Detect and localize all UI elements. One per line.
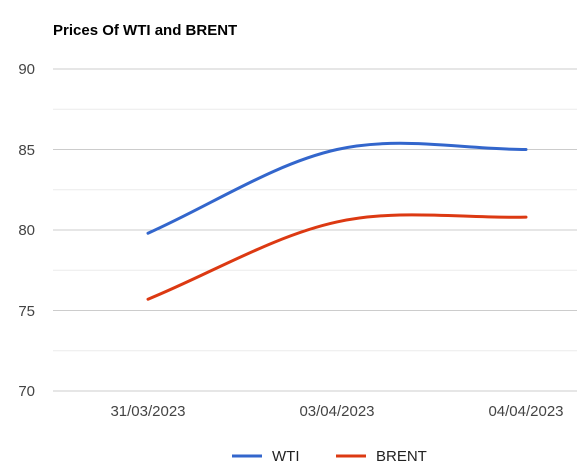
y-axis-labels: 90 85 80 75 70 [18, 61, 35, 400]
minor-gridlines [53, 108, 577, 352]
x-tick-label-04-04-2023: 04/04/2023 [488, 403, 563, 420]
y-tick-label-70: 70 [18, 383, 35, 400]
series-line-brent [146, 213, 528, 301]
legend: WTI BRENT [232, 448, 427, 465]
major-gridlines [53, 68, 577, 392]
x-tick-label-03-04-2023: 03/04/2023 [299, 403, 374, 420]
legend-label-wti: WTI [272, 448, 300, 465]
x-tick-label-31-03-2023: 31/03/2023 [110, 403, 185, 420]
y-tick-label-90: 90 [18, 61, 35, 78]
x-axis-labels: 31/03/2023 03/04/2023 04/04/2023 [110, 403, 563, 420]
legend-label-brent: BRENT [376, 448, 427, 465]
y-tick-label-80: 80 [18, 222, 35, 239]
y-tick-label-75: 75 [18, 303, 35, 320]
chart-title: Prices Of WTI and BRENT [53, 22, 237, 39]
y-tick-label-85: 85 [18, 142, 35, 159]
series-line-wti [146, 141, 528, 235]
series-lines [146, 141, 528, 301]
